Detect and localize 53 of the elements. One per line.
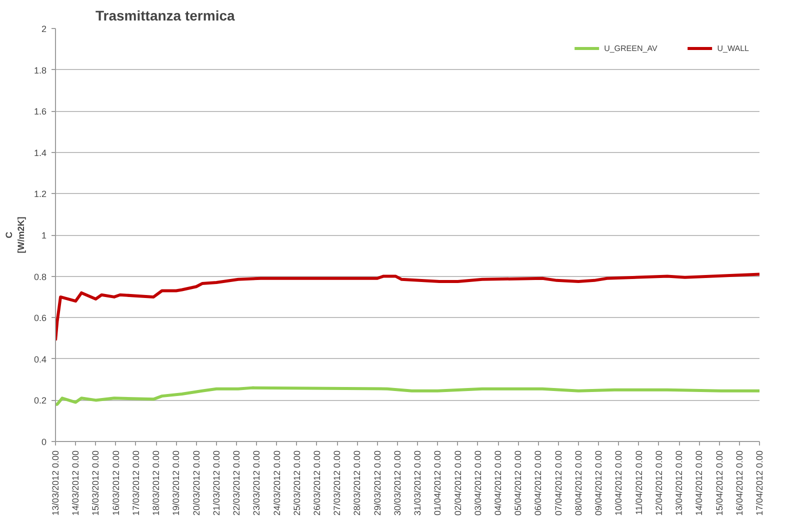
y-tick-label: 1.8: [34, 65, 47, 76]
y-tick-label: 1.2: [34, 189, 47, 200]
x-tick-label: 08/04/2012 0.00: [573, 450, 584, 516]
x-tick-label: 07/04/2012 0.00: [553, 450, 564, 516]
line-series: [56, 386, 760, 406]
y-tick-label: 1: [41, 230, 47, 240]
x-tick-label: 16/04/2012 0.00: [734, 450, 744, 516]
x-tick-label: 21/03/2012 0.00: [211, 450, 222, 516]
x-tick-label: 30/03/2012 0.00: [392, 450, 402, 516]
x-tick-label: 11/04/2012 0.00: [634, 450, 644, 515]
x-tick-label: 14/04/2012 0.00: [694, 450, 704, 516]
x-tick-label: 18/03/2012 0.00: [151, 450, 162, 516]
x-tick-label: 15/03/2012 0.00: [90, 450, 101, 516]
x-tick-label: 23/03/2012 0.00: [252, 450, 262, 516]
legend-label: U_GREEN_AV: [604, 44, 658, 52]
x-tick-label: 05/04/2012 0.00: [513, 450, 524, 516]
x-tick-label: 29/03/2012 0.00: [372, 450, 382, 516]
x-tick-label: 06/04/2012 0.00: [533, 450, 544, 516]
x-tick-label: 20/03/2012 0.00: [191, 450, 202, 516]
x-tick-label: 15/04/2012 0.00: [714, 450, 724, 516]
x-tick-label: 02/04/2012 0.00: [452, 450, 463, 516]
x-tick-label: 09/04/2012 0.00: [594, 450, 604, 516]
x-tick-label: 22/03/2012 0.00: [232, 450, 242, 516]
x-tick-label: 24/03/2012 0.00: [272, 450, 282, 516]
y-axis-title: C [W/m2K]: [4, 216, 26, 254]
x-tick-label: 01/04/2012 0.00: [432, 450, 443, 516]
chart-title: Trasmittanza termica: [96, 8, 235, 24]
x-tick-label: 17/03/2012 0.00: [130, 450, 141, 516]
y-tick-label: 1.6: [34, 106, 47, 117]
x-tick-label: 17/04/2012 0.00: [754, 450, 764, 516]
legend-label: U_WALL: [717, 44, 749, 52]
x-tick-label: 03/04/2012 0.00: [472, 450, 483, 516]
y-tick-label: 0.8: [34, 272, 47, 282]
y-tick-label: 0.6: [34, 313, 47, 324]
x-tick-label: 16/03/2012 0.00: [110, 450, 121, 516]
y-tick-label: 2: [41, 24, 47, 34]
x-tick-label: 13/03/2012 0.00: [50, 450, 60, 516]
y-tick-label: 1.4: [34, 148, 47, 158]
y-tick-label: 0.2: [34, 396, 47, 406]
x-tick-label: 04/04/2012 0.00: [493, 450, 504, 516]
line-series: [56, 272, 760, 342]
x-tick-label: 27/03/2012 0.00: [332, 450, 342, 516]
x-tick-label: 31/03/2012 0.00: [412, 450, 423, 516]
x-tick-label: 28/03/2012 0.00: [352, 450, 362, 516]
y-tick-label: 0: [41, 437, 47, 447]
y-tick-label: 0.4: [34, 354, 47, 364]
x-tick-label: 13/04/2012 0.00: [674, 450, 684, 516]
x-tick-label: 25/03/2012 0.00: [292, 450, 302, 516]
x-tick-label: 14/03/2012 0.00: [70, 450, 81, 516]
x-tick-label: 19/03/2012 0.00: [171, 450, 182, 516]
x-tick-label: 12/04/2012 0.00: [654, 450, 664, 516]
x-tick-label: 26/03/2012 0.00: [312, 450, 322, 516]
x-tick-label: 10/04/2012 0.00: [614, 450, 624, 516]
